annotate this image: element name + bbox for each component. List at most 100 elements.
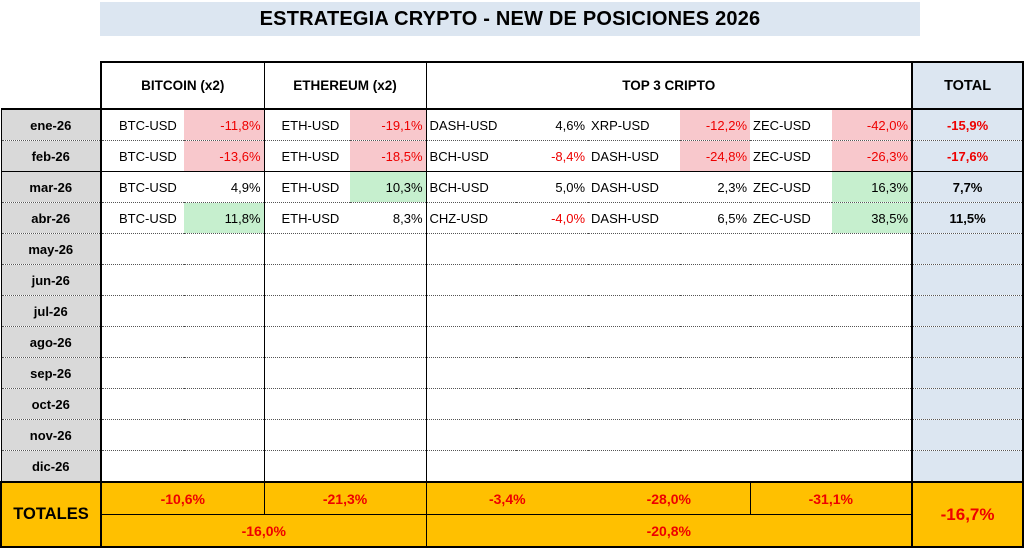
btc-value: 11,8% [184,202,265,234]
totals-top2: -28,0% [588,481,751,515]
btc-pair: BTC-USD [100,171,184,203]
table-row: jul-26 [0,295,1024,327]
empty-cell [263,419,427,451]
empty-cell [425,357,913,389]
table-row: oct-26 [0,388,1024,420]
month-cell: abr-26 [0,202,102,234]
btc-value: -11,8% [184,108,265,141]
month-cell: ene-26 [0,108,102,141]
top-pair: ZEC-USD [750,202,833,234]
sheet-title: ESTRATEGIA CRYPTO - NEW DE POSICIONES 20… [100,2,920,36]
eth-pair: ETH-USD [263,202,351,234]
table-row: abr-26 BTC-USD 11,8% ETH-USD 8,3% CHZ-USD -4,0… [0,202,1024,234]
row-total: 7,7% [911,171,1024,203]
top-pair: BCH-USD [425,140,517,172]
top-pair: CHZ-USD [425,202,517,234]
top-value: 5,0% [516,171,589,203]
top-value: 38,5% [832,202,913,234]
table-row: sep-26 [0,357,1024,389]
totals-btc: -10,6% [101,481,265,515]
empty-cell [100,326,265,358]
totals-grand: -16,7% [911,481,1024,548]
top-value: -12,2% [680,108,751,141]
table-row: jun-26 [0,264,1024,296]
btc-value: 4,9% [184,171,265,203]
empty-cell [100,233,265,265]
empty-cell [263,264,427,296]
row-total [911,295,1024,327]
eth-value: 8,3% [350,202,427,234]
top-pair: ZEC-USD [750,171,833,203]
table-row: ene-26 BTC-USD -11,8% ETH-USD -19,1% DASH-USD… [0,108,1024,141]
empty-cell [425,233,913,265]
top-value: -24,8% [680,140,751,172]
header-top3: TOP 3 CRIPTO [426,61,914,110]
totals-row: -16,0% -20,8% [1,514,1023,548]
empty-cell [263,388,427,420]
header-row: BITCOIN (x2) ETHEREUM (x2) TOP 3 CRIPTO … [1,61,1024,110]
eth-value: -18,5% [350,140,427,172]
row-total: -15,9% [911,108,1024,141]
empty-cell [263,357,427,389]
top-value: 16,3% [832,171,913,203]
totals-top3: -31,1% [749,481,913,515]
empty-cell [263,326,427,358]
top-pair: DASH-USD [588,202,681,234]
empty-cell [263,450,427,483]
row-total: 11,5% [911,202,1024,234]
totals-eth: -21,3% [263,481,427,515]
month-cell: mar-26 [0,171,102,203]
month-cell: jun-26 [0,264,102,296]
top-value: -42,0% [832,108,913,141]
top-pair: ZEC-USD [750,108,833,141]
month-cell: jul-26 [0,295,102,327]
strategy-table: BITCOIN (x2) ETHEREUM (x2) TOP 3 CRIPTO … [0,61,1024,548]
month-cell: dic-26 [0,450,102,483]
empty-cell [100,357,265,389]
totals-row: TOTALES -10,6% -21,3% -3,4% -28,0% -31,1% -16,… [0,481,1024,548]
top-pair: DASH-USD [425,108,517,141]
row-total [911,326,1024,358]
top-value: 4,6% [516,108,589,141]
eth-value: 10,3% [350,171,427,203]
eth-pair: ETH-USD [263,171,351,203]
empty-cell [425,419,913,451]
empty-cell [425,326,913,358]
empty-cell [263,295,427,327]
table-row: nov-26 [0,419,1024,451]
btc-value: -13,6% [184,140,265,172]
empty-cell [425,388,913,420]
eth-value: -19,1% [350,108,427,141]
top-pair: BCH-USD [425,171,517,203]
totals-top-combined: -20,8% [425,514,913,548]
header-total: TOTAL [911,61,1024,110]
row-total [911,388,1024,420]
table-row: ago-26 [0,326,1024,358]
month-cell: sep-26 [0,357,102,389]
row-total [911,233,1024,265]
empty-cell [100,419,265,451]
header-ethereum: ETHEREUM (x2) [264,61,427,110]
eth-pair: ETH-USD [263,140,351,172]
eth-pair: ETH-USD [263,108,351,141]
totals-btc-eth: -16,0% [101,514,427,548]
month-cell: oct-26 [0,388,102,420]
top-pair: DASH-USD [588,171,681,203]
empty-cell [425,295,913,327]
top-value: -26,3% [832,140,913,172]
totals-top1: -3,4% [425,481,589,515]
table-row: feb-26 BTC-USD -13,6% ETH-USD -18,5% BCH-USD -… [0,140,1024,172]
btc-pair: BTC-USD [100,108,184,141]
row-total: -17,6% [911,140,1024,172]
empty-cell [425,264,913,296]
totals-label: TOTALES [0,481,102,548]
empty-cell [100,388,265,420]
row-total [911,450,1024,483]
top-pair: DASH-USD [588,140,681,172]
table-row: dic-26 [0,450,1024,483]
top-pair: ZEC-USD [750,140,833,172]
header-blank [1,62,102,109]
top-pair: XRP-USD [588,108,681,141]
empty-cell [425,450,913,483]
row-total [911,357,1024,389]
